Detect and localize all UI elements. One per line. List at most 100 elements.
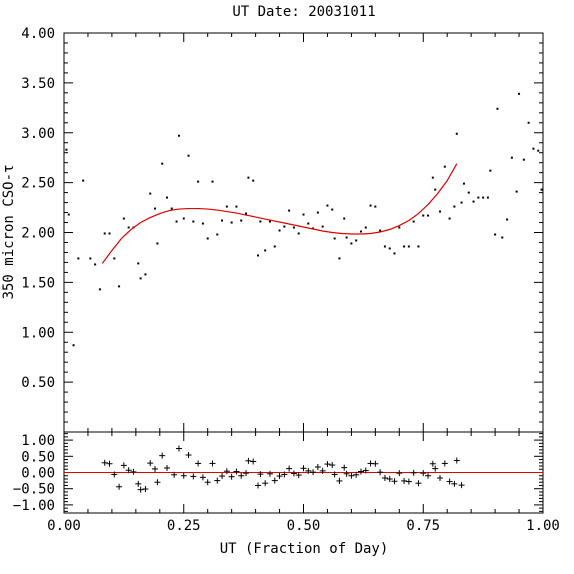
data-point [221, 219, 224, 222]
residual-point [405, 478, 412, 485]
x-axis-label: UT (Fraction of Day) [220, 541, 389, 557]
residual-point [130, 468, 137, 475]
data-point [302, 213, 305, 216]
residual-point [228, 473, 235, 480]
data-point [211, 180, 214, 183]
residual-point [276, 473, 283, 480]
residual-tick-group [63, 432, 544, 513]
data-point [225, 205, 228, 208]
residual-point [429, 460, 436, 467]
residual-point [271, 477, 278, 484]
residual-point [314, 463, 321, 470]
residual-point [266, 470, 273, 477]
residual-point [437, 475, 444, 482]
data-point [326, 204, 329, 207]
residual-point [199, 474, 206, 481]
data-point [506, 218, 509, 221]
data-point [82, 179, 85, 182]
data-point [467, 191, 470, 194]
chart-title: UT Date: 20031011 [232, 4, 375, 20]
data-point [501, 236, 504, 239]
data-point [359, 230, 362, 233]
main-y-tick-label: 2.50 [21, 176, 55, 192]
residual-point [254, 482, 261, 489]
residual-point [336, 477, 343, 484]
data-point [273, 245, 276, 248]
data-point [369, 204, 372, 207]
data-point [383, 245, 386, 248]
residual-point [245, 457, 252, 464]
data-point [494, 233, 497, 236]
data-point [489, 169, 492, 172]
data-point [364, 226, 367, 229]
residual-point [142, 486, 149, 493]
residual-point [120, 462, 127, 469]
data-point [472, 200, 475, 203]
residual-point [250, 458, 257, 465]
x-tick-label: 0.00 [47, 518, 81, 534]
residual-point [331, 471, 338, 478]
data-point [460, 201, 463, 204]
residual-point [295, 472, 302, 479]
residual-point [324, 461, 331, 468]
data-point [288, 209, 291, 212]
data-point [343, 217, 346, 220]
data-point [122, 217, 125, 220]
data-point [197, 180, 200, 183]
main-plot-panel: 0.50 1.00 1.50 2.00 2.50 3.00 3.50 4.00 [21, 26, 544, 433]
residual-point [357, 468, 364, 475]
residual-point [401, 477, 408, 484]
data-point [532, 147, 535, 150]
data-point [398, 226, 401, 229]
data-point [439, 210, 442, 213]
data-point [482, 196, 485, 199]
data-point [264, 249, 267, 252]
data-point [537, 149, 540, 152]
data-point [77, 257, 80, 260]
data-point [98, 288, 101, 291]
data-point [89, 257, 92, 260]
data-point [259, 220, 262, 223]
residual-point [125, 467, 132, 474]
x-tick-label: 0.50 [287, 518, 321, 534]
main-y-tick-label: 0.50 [21, 375, 55, 391]
x-tick-label: 1.00 [526, 518, 560, 534]
data-point [486, 196, 489, 199]
data-point [187, 154, 190, 157]
data-point [333, 237, 336, 240]
main-data-points [65, 92, 543, 347]
residual-point [341, 464, 348, 471]
residual-point [386, 475, 393, 482]
residual-point [152, 465, 159, 472]
data-point [94, 263, 97, 266]
main-y-tick-labels: 0.50 1.00 1.50 2.00 2.50 3.00 3.50 4.00 [21, 26, 55, 391]
data-point [192, 220, 195, 223]
data-point [127, 226, 130, 229]
data-point [230, 221, 233, 224]
data-point [522, 158, 525, 161]
data-point [182, 217, 185, 220]
residual-point [116, 483, 123, 490]
main-y-tick-label: 1.50 [21, 275, 55, 291]
data-point [321, 225, 324, 228]
residual-point [458, 482, 465, 489]
x-tick-label: 0.25 [167, 518, 201, 534]
residual-point [381, 475, 388, 482]
residual-point [343, 470, 350, 477]
data-point [379, 229, 382, 232]
data-point [113, 257, 116, 260]
residual-point [233, 468, 240, 475]
data-point [455, 132, 458, 135]
residual-point [204, 479, 211, 486]
data-point [292, 226, 295, 229]
data-point [515, 190, 518, 193]
data-point [177, 134, 180, 137]
residual-point [453, 457, 460, 464]
residual-point [446, 478, 453, 485]
residual-point [425, 472, 432, 479]
data-point [156, 242, 159, 245]
residual-point [362, 467, 369, 474]
residual-point [175, 445, 182, 452]
data-point [144, 273, 147, 276]
data-point [448, 217, 451, 220]
